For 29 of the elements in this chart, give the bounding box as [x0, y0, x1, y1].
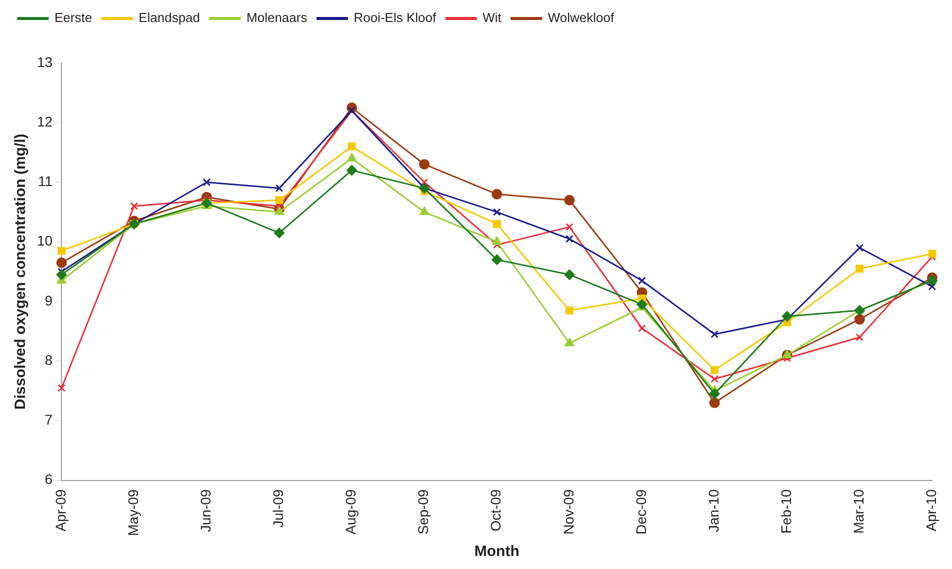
y-tick-label: 9	[44, 292, 53, 308]
x-tick-label: Jan-10	[705, 489, 722, 532]
y-tick-label: 8	[44, 352, 53, 368]
x-tick-label: Oct-09	[488, 489, 504, 532]
legend-label: Wolwekloof	[548, 10, 614, 26]
x-tick-label: Dec-09	[632, 489, 649, 534]
y-tick-label: 12	[36, 113, 53, 130]
x-tick-label: Apr-09	[52, 489, 68, 532]
legend-label: Molenaars	[246, 10, 308, 26]
x-tick-label: May-09	[124, 489, 141, 536]
x-tick-label: Apr-10	[923, 489, 940, 532]
y-tick-label: 10	[36, 232, 53, 249]
y-tick-label: 11	[38, 173, 53, 190]
legend-label: Wit	[482, 10, 502, 26]
legend-label: Rooi-Els Kloof	[354, 10, 436, 26]
y-tick-label: 13	[36, 54, 53, 70]
y-tick-label: 7	[44, 412, 53, 428]
x-tick-label: Nov-09	[560, 489, 576, 534]
x-tick-label: Sep-09	[415, 489, 432, 534]
x-tick-label: Mar-10	[850, 489, 867, 534]
x-axis-title: Month	[474, 543, 520, 560]
x-tick-label: Feb-10	[778, 489, 794, 534]
x-tick-label: Jun-09	[198, 489, 214, 532]
legend-label: Eerste	[54, 10, 92, 26]
y-tick-label: 6	[44, 471, 53, 488]
x-tick-label: Jul-09	[270, 489, 286, 528]
y-axis-title: Dissolved oxygen concentration (mg/l)	[12, 134, 30, 410]
legend-label: Elandspad	[138, 10, 200, 26]
x-tick-label: Aug-09	[342, 489, 359, 534]
